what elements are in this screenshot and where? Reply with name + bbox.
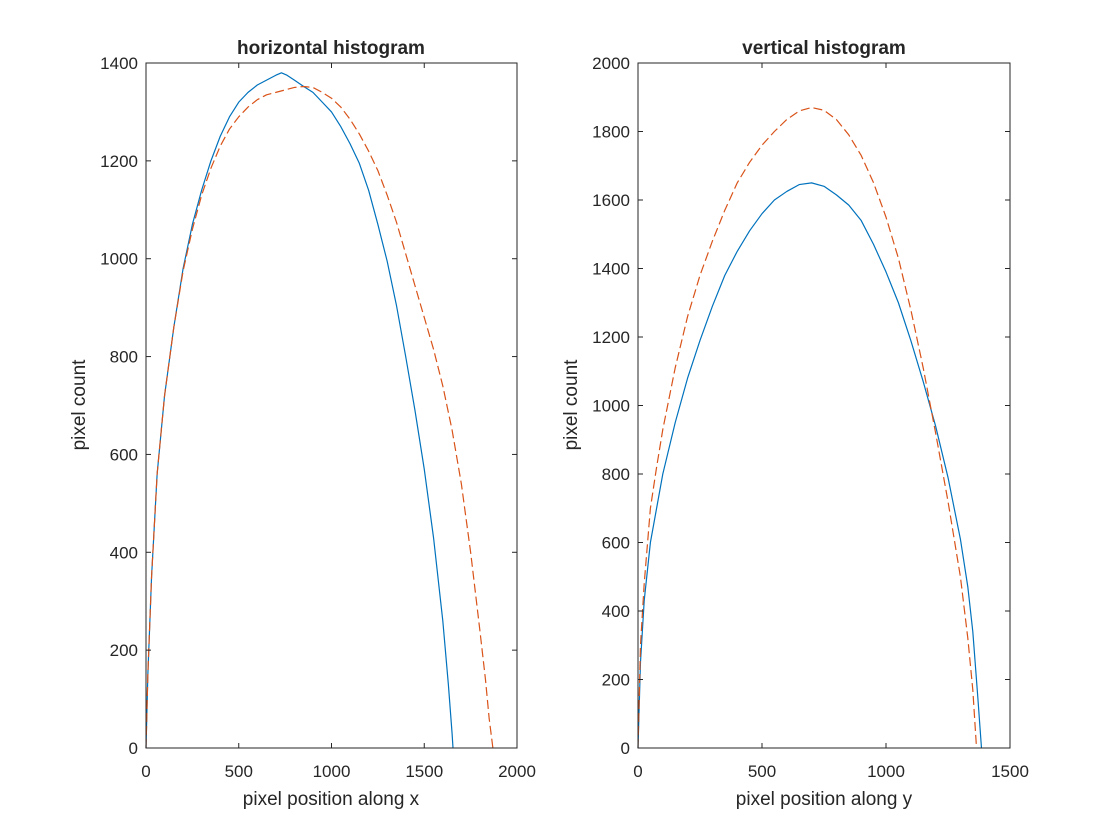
- y-tick-label: 400: [602, 602, 630, 621]
- x-tick-label: 2000: [498, 762, 536, 781]
- y-tick-label: 600: [602, 534, 630, 553]
- x-tick-label: 1000: [313, 762, 351, 781]
- vertical-histogram-chart: vertical histogram 0 500 1000 1500 0 200 400 60…: [561, 38, 1029, 810]
- series-line-solid: [637, 182, 983, 749]
- series-line-dashed: [637, 106, 978, 749]
- y-tick-label: 400: [110, 543, 138, 562]
- y-tick-label: 1800: [592, 123, 630, 142]
- x-tick-label: 500: [748, 762, 776, 781]
- chart-title: vertical histogram: [742, 38, 906, 59]
- y-tick-label: 0: [621, 739, 630, 758]
- plot-area-frame: [637, 62, 1011, 749]
- y-tick-label: 1200: [100, 152, 138, 171]
- ticks-layer: 0 500 1000 1500 2000 0 200 400 600 800 1000 1200 140…: [100, 54, 536, 781]
- horizontal-histogram-chart: horizontal histogram 0 500 1000 1500 2000 0 20…: [69, 38, 536, 810]
- y-tick-label: 0: [129, 739, 138, 758]
- chart-title: horizontal histogram: [237, 38, 425, 59]
- x-tick-label: 1000: [867, 762, 905, 781]
- x-tick-label: 0: [141, 762, 150, 781]
- y-axis-label: pixel count: [69, 359, 90, 451]
- y-axis-label: pixel count: [561, 359, 582, 451]
- y-tick-label: 1400: [100, 54, 138, 73]
- y-tick-label: 600: [110, 445, 138, 464]
- y-tick-label: 1200: [592, 328, 630, 347]
- series-layer: [145, 72, 494, 749]
- x-tick-label: 0: [633, 762, 642, 781]
- plot-area-frame: [145, 62, 518, 749]
- x-tick-label: 1500: [991, 762, 1029, 781]
- y-tick-label: 1000: [100, 250, 138, 269]
- series-line-solid: [145, 72, 454, 749]
- y-tick-label: 200: [602, 671, 630, 690]
- y-tick-label: 800: [602, 465, 630, 484]
- x-axis-label: pixel position along y: [736, 789, 913, 810]
- series-layer: [637, 106, 983, 749]
- y-tick-label: 1600: [592, 191, 630, 210]
- y-tick-label: 800: [110, 348, 138, 367]
- y-tick-label: 2000: [592, 54, 630, 73]
- y-tick-label: 200: [110, 641, 138, 660]
- x-axis-label: pixel position along x: [243, 789, 420, 810]
- series-line-dashed: [145, 85, 494, 749]
- x-tick-label: 500: [225, 762, 253, 781]
- ticks-layer: 0 500 1000 1500 0 200 400 600 800 1000 1200 1400 160…: [592, 54, 1029, 781]
- y-tick-label: 1400: [592, 260, 630, 279]
- x-tick-label: 1500: [405, 762, 443, 781]
- y-tick-label: 1000: [592, 397, 630, 416]
